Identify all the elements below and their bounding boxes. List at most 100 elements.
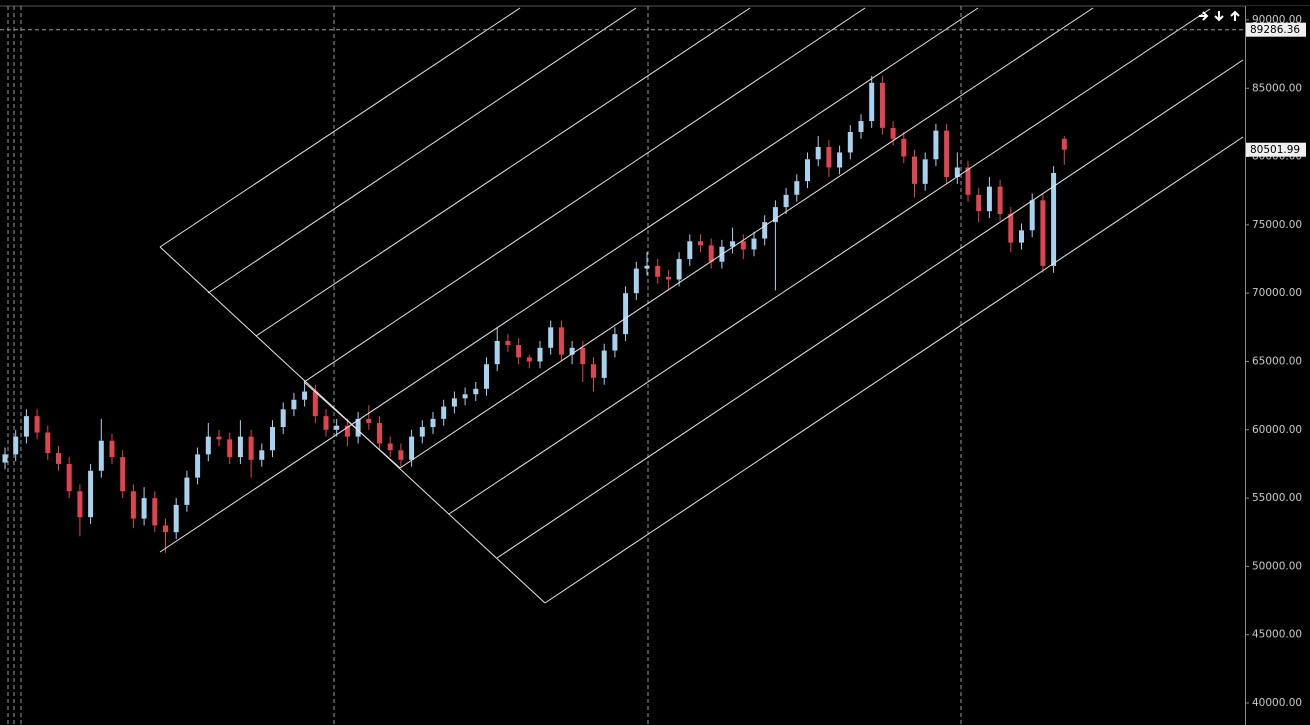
candle-body <box>644 265 650 269</box>
candle-body <box>280 409 286 428</box>
candle-body <box>505 340 511 346</box>
candle-body <box>708 245 714 262</box>
candle-body <box>783 194 789 208</box>
candle-body <box>922 159 928 184</box>
candle-body <box>259 450 265 460</box>
candle-body <box>23 416 29 437</box>
y-tick-label: 70000.00 <box>1252 287 1302 299</box>
candle-body <box>109 440 115 458</box>
candle-body <box>1008 213 1014 243</box>
candle-body <box>751 238 757 250</box>
candle-body <box>152 498 158 526</box>
y-tick-label: 85000.00 <box>1252 82 1302 94</box>
candle-body <box>558 327 564 355</box>
candle-body <box>291 399 297 410</box>
candle-body <box>879 82 885 128</box>
channel-line <box>159 7 979 553</box>
scroll-down-icon[interactable] <box>1214 11 1224 22</box>
candle-body <box>302 391 308 400</box>
candle-body <box>366 418 372 423</box>
candle-body <box>2 454 8 463</box>
candle-body <box>462 394 468 399</box>
y-tick-label: 65000.00 <box>1252 355 1302 367</box>
candle-body <box>901 138 907 157</box>
candle-body <box>687 241 693 260</box>
candle-body <box>665 276 671 280</box>
candle-body <box>451 398 457 407</box>
candle-body <box>34 416 40 433</box>
candle-body <box>387 443 393 451</box>
candle-body <box>484 364 489 389</box>
channel-line <box>255 7 751 337</box>
candle-body <box>270 427 275 451</box>
candle-body <box>184 477 190 505</box>
channel-line <box>303 7 866 383</box>
candle-body <box>569 347 575 355</box>
candle-body <box>976 194 982 212</box>
candles <box>2 75 1067 553</box>
candle-body <box>655 265 661 277</box>
candle-body <box>1040 200 1046 266</box>
candle-body <box>516 345 522 358</box>
channel-drawing <box>159 7 1244 604</box>
candle-body <box>954 167 960 178</box>
candle-body <box>227 439 233 458</box>
candle-body <box>740 241 746 250</box>
candle-body <box>730 241 736 247</box>
candle-body <box>847 131 853 153</box>
candle-body <box>45 432 51 454</box>
candle-body <box>441 406 447 419</box>
candle-body <box>633 268 639 294</box>
candle-body <box>526 357 532 362</box>
candle-body <box>826 146 832 168</box>
candle-body <box>965 167 971 195</box>
candle-body <box>762 222 768 239</box>
candle-body <box>591 364 596 378</box>
y-tick-label: 45000.00 <box>1252 629 1302 641</box>
candle-body <box>130 491 136 519</box>
candle-body <box>173 504 179 533</box>
candle-body <box>195 454 201 478</box>
price-axis <box>1245 6 1310 725</box>
y-tick-label: 75000.00 <box>1252 219 1302 231</box>
candle-body <box>912 156 917 184</box>
y-tick-label: 40000.00 <box>1252 697 1302 709</box>
candle-body <box>98 440 104 471</box>
channel-line <box>544 136 1244 604</box>
candle-body <box>216 436 222 440</box>
crosshair-price-box <box>1246 22 1306 37</box>
candle-body <box>933 130 939 160</box>
channel-line <box>303 381 401 469</box>
y-tick-label: 60000.00 <box>1252 424 1302 436</box>
candle-body <box>772 207 778 223</box>
last-price-box <box>1246 142 1306 157</box>
scroll-up-icon[interactable] <box>1230 10 1240 21</box>
candle-body <box>355 418 361 437</box>
candle-body <box>1019 230 1024 243</box>
channel-line <box>207 7 637 294</box>
channel-line <box>159 7 521 248</box>
candle-body <box>237 436 243 458</box>
scroll-icons[interactable] <box>1199 10 1240 22</box>
candle-body <box>312 391 318 417</box>
candle-body <box>248 436 254 460</box>
candle-body <box>944 130 950 178</box>
crosshair-price-label: 89286.36 <box>1250 24 1300 36</box>
candle-body <box>430 418 436 428</box>
candle-body <box>494 340 500 365</box>
candle-body <box>66 463 72 492</box>
candle-body <box>997 186 1003 214</box>
candle-body <box>815 146 821 160</box>
candle-body <box>88 470 94 518</box>
candle-body <box>601 350 607 378</box>
y-tick-label: 55000.00 <box>1252 492 1302 504</box>
scroll-right-icon[interactable] <box>1199 11 1209 21</box>
candle-body <box>473 388 479 395</box>
candle-body <box>548 327 554 348</box>
candle-body <box>419 427 425 437</box>
candle-body <box>537 347 543 362</box>
candle-body <box>398 450 404 460</box>
